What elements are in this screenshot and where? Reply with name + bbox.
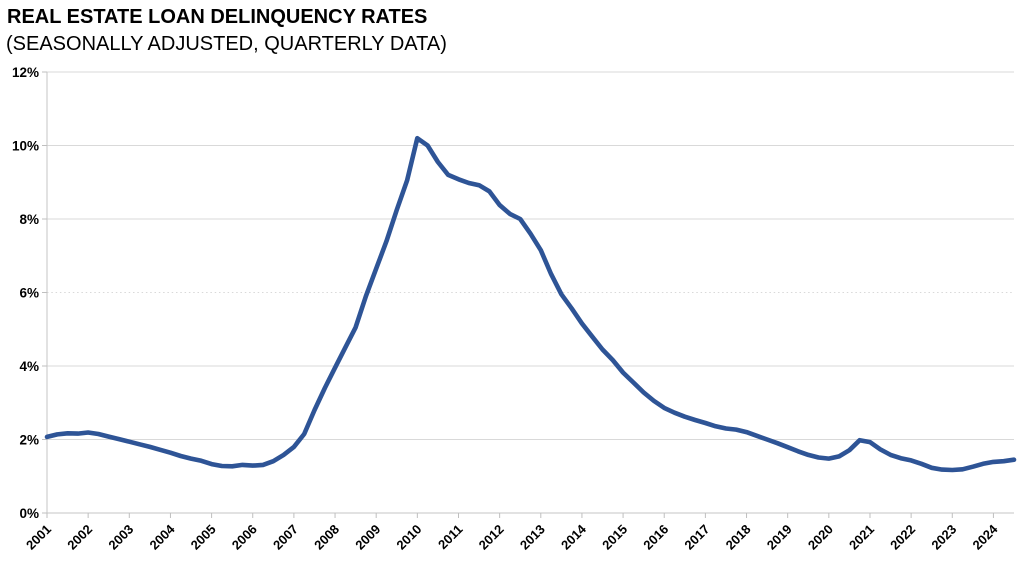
x-axis-label: 2022 <box>887 522 918 553</box>
x-axis-label: 2019 <box>764 522 795 553</box>
x-axis-label: 2021 <box>846 522 877 553</box>
chart-subtitle: (SEASONALLY ADJUSTED, QUARTERLY DATA) <box>6 33 447 55</box>
y-axis-label: 8% <box>19 212 39 227</box>
y-axis-label: 0% <box>19 506 39 521</box>
y-axis-label: 6% <box>19 286 39 301</box>
x-axis-label: 2010 <box>393 522 424 553</box>
x-axis-label: 2001 <box>23 522 54 553</box>
x-axis-label: 2012 <box>476 522 507 553</box>
x-axis-label: 2003 <box>105 522 136 553</box>
x-axis-label: 2006 <box>229 522 260 553</box>
x-axis-label: 2009 <box>352 522 383 553</box>
x-axis-label: 2014 <box>558 521 590 553</box>
x-axis-label: 2015 <box>599 522 630 553</box>
chart-title: REAL ESTATE LOAN DELINQUENCY RATES <box>7 6 428 28</box>
x-axis-label: 2011 <box>435 522 466 553</box>
delinquency-rate-line <box>44 135 1017 473</box>
x-axis-label: 2007 <box>270 522 301 553</box>
x-axis-label: 2008 <box>311 522 342 553</box>
x-axis-label: 2016 <box>640 522 671 553</box>
x-axis-label: 2018 <box>723 522 754 553</box>
x-axis-label: 2013 <box>517 522 548 553</box>
y-axis-label: 12% <box>12 65 39 80</box>
x-axis-label: 2020 <box>805 522 836 553</box>
x-axis-label: 2024 <box>969 521 1001 553</box>
x-axis-label: 2004 <box>147 521 179 553</box>
y-axis-label: 10% <box>12 139 39 154</box>
y-axis-label: 2% <box>19 433 39 448</box>
y-axis-label: 4% <box>19 359 39 374</box>
x-axis-label: 2023 <box>928 522 959 553</box>
x-axis-label: 2005 <box>188 522 219 553</box>
x-axis-label: 2002 <box>64 522 95 553</box>
x-axis-label: 2017 <box>681 522 712 553</box>
